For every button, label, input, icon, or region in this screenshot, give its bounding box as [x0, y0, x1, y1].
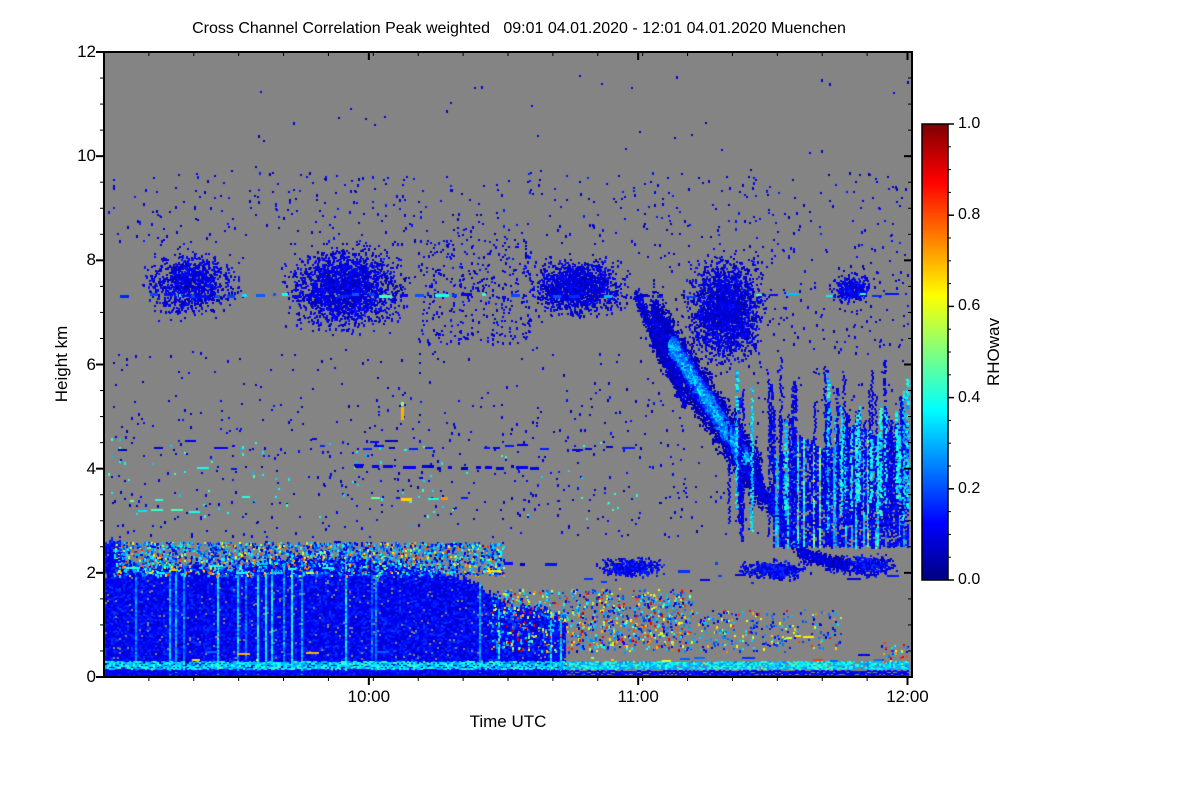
y-tick-label: 12	[77, 42, 96, 61]
x-tick-label: 10:00	[347, 687, 391, 706]
x-axis-label: Time UTC	[469, 712, 547, 731]
colorbar-tick-label: 0.0	[958, 571, 981, 588]
heatmap-canvas	[104, 52, 912, 677]
colorbar-tick-label: 0.8	[958, 206, 981, 224]
chart-title: Cross Channel Correlation Peak weighted …	[192, 20, 846, 37]
y-tick-label: 8	[86, 250, 96, 270]
colorbar-tick-label: 0.2	[958, 479, 981, 497]
y-tick-label: 10	[77, 146, 96, 166]
colorbar-label: RHOwav	[984, 317, 1003, 387]
colorbar-gradient	[922, 124, 948, 580]
colorbar-tick-label: 1.0	[958, 115, 981, 132]
y-tick-label: 4	[86, 458, 96, 478]
x-tick-label: 12:00	[886, 687, 929, 706]
y-tick-label: 0	[86, 667, 96, 686]
colorbar-tick-label: 0.6	[958, 297, 981, 315]
y-tick-label: 6	[86, 354, 96, 374]
colorbar-tick-label: 0.4	[958, 388, 981, 406]
x-tick-label: 11:00	[617, 687, 659, 706]
y-tick-label: 2	[86, 562, 96, 582]
